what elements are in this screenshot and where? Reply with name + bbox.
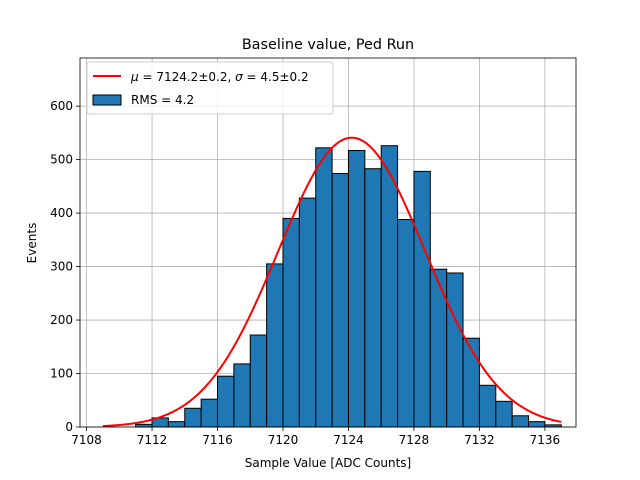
x-tick-label: 7108 <box>71 433 102 447</box>
x-tick-label: 7116 <box>202 433 233 447</box>
histogram-bar <box>511 415 530 428</box>
histogram-bar <box>495 400 513 428</box>
histogram-bar <box>249 334 268 428</box>
x-tick-label: 7128 <box>399 433 430 447</box>
histogram-bar <box>217 375 235 428</box>
histogram-bar <box>446 272 464 428</box>
x-tick-label: 7124 <box>333 433 364 447</box>
plot-frame <box>79 57 577 428</box>
legend: μ = 7124.2±0.2, σ = 4.5±0.2 RMS = 4.2 <box>86 61 334 115</box>
chart-title: Baseline value, Ped Run <box>242 37 414 53</box>
legend-fit-mu: μ = <box>130 70 156 84</box>
y-tick-label: 400 <box>50 206 73 220</box>
histogram-bar <box>347 150 366 428</box>
y-tick-label: 300 <box>50 260 73 274</box>
y-tick-label: 100 <box>50 367 73 381</box>
histogram-bar <box>135 423 153 428</box>
fit-curve-layer <box>102 136 562 428</box>
x-tick-label: 7112 <box>137 433 168 447</box>
y-tick-label: 200 <box>50 313 73 327</box>
histogram-bar <box>462 337 480 428</box>
histogram-bar <box>380 145 399 428</box>
x-axis-ticks: 7108 7112 7116 7120 7124 7128 7132 7136 <box>71 427 560 447</box>
histogram-bar <box>331 173 349 428</box>
histogram-bar <box>315 147 333 428</box>
legend-fit-sigma: σ = <box>235 70 260 84</box>
histogram-bar <box>266 263 284 428</box>
x-tick-label: 7136 <box>530 433 561 447</box>
histogram-bar <box>298 197 317 428</box>
histogram-bar <box>200 398 219 428</box>
legend-box <box>86 61 334 115</box>
histogram-bar <box>413 170 431 428</box>
histogram-bar <box>397 219 415 428</box>
histogram-bar <box>282 217 300 428</box>
legend-fit-mu-value: 7124.2±0.2, <box>156 70 235 84</box>
x-axis-label: Sample Value [ADC Counts] <box>245 456 411 470</box>
histogram-bar <box>528 421 546 428</box>
x-tick-label: 7120 <box>268 433 299 447</box>
y-tick-label: 600 <box>50 99 73 113</box>
legend-fit-sigma-value: 4.5±0.2 <box>260 70 308 84</box>
histogram-bar <box>429 268 448 428</box>
y-axis-label: Events <box>25 223 39 264</box>
legend-fit-label: μ = 7124.2±0.2, σ = 4.5±0.2 <box>130 70 309 84</box>
histogram-bar <box>184 407 202 428</box>
fit-curve <box>102 136 562 428</box>
x-tick-label: 7132 <box>464 433 495 447</box>
y-axis-ticks: 0 100 200 300 400 500 600 <box>50 99 80 434</box>
y-tick-label: 500 <box>50 153 73 167</box>
histogram-bar <box>364 168 382 428</box>
histogram-bars <box>135 145 562 428</box>
legend-hist-swatch <box>92 94 122 106</box>
y-tick-label: 0 <box>65 420 73 434</box>
histogram-bar <box>478 384 497 428</box>
histogram-bar <box>233 363 251 428</box>
legend-hist-label: RMS = 4.2 <box>131 93 194 107</box>
histogram-bar <box>167 421 186 428</box>
